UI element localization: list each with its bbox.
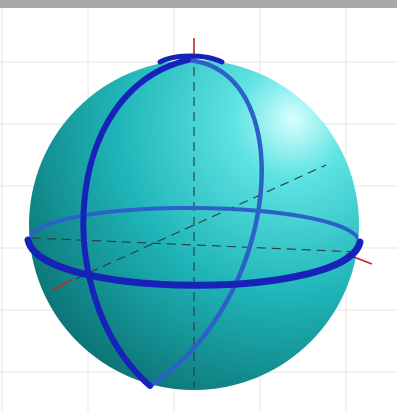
sphere-canvas[interactable] (0, 8, 397, 412)
x-axis (61, 164, 327, 286)
equator-back-arc (29, 206, 359, 243)
meridian-top-cap (157, 53, 225, 65)
sphere-axes (31, 52, 359, 388)
window-top-bar (0, 0, 397, 8)
meridian-front-arc (80, 57, 191, 389)
equator-front-arc (24, 236, 364, 289)
y-axis (31, 237, 359, 253)
meridian-back-arc (148, 57, 264, 388)
sphere-scene (0, 8, 397, 412)
x-axis-tip (51, 279, 73, 291)
